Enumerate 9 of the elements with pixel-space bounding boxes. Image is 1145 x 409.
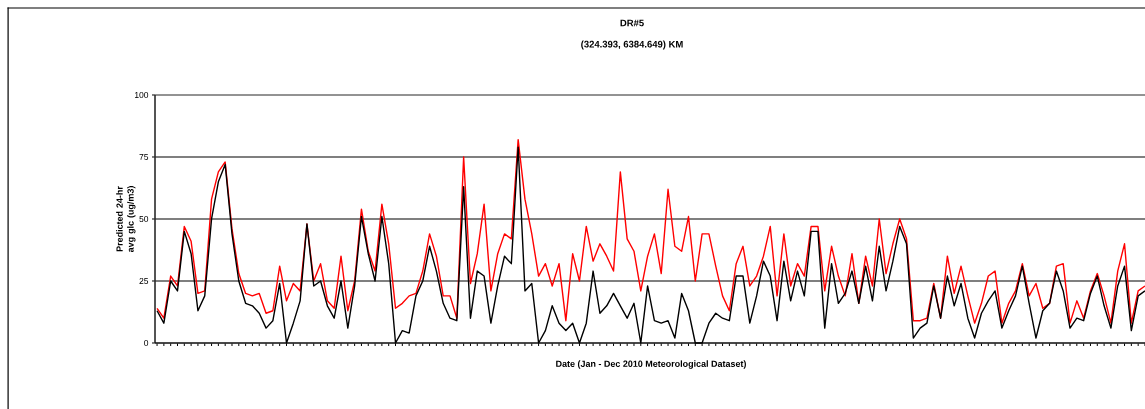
y-tick-label: 0 [144,340,149,346]
y-tick-label: 25 [139,278,149,284]
chart-title: DR#5 [620,19,644,27]
x-axis-title: Date (Jan - Dec 2010 Meteorological Dataset) [556,360,746,369]
y-tick-label: 50 [139,216,149,222]
chart-subtitle: (324.393, 6384.649) KM [581,40,683,50]
y-axis-title: Predicted 24-hr avg glc (ug/m3) [116,186,136,253]
y-tick-label: 100 [134,92,149,98]
y-tick-label: 75 [139,154,149,160]
